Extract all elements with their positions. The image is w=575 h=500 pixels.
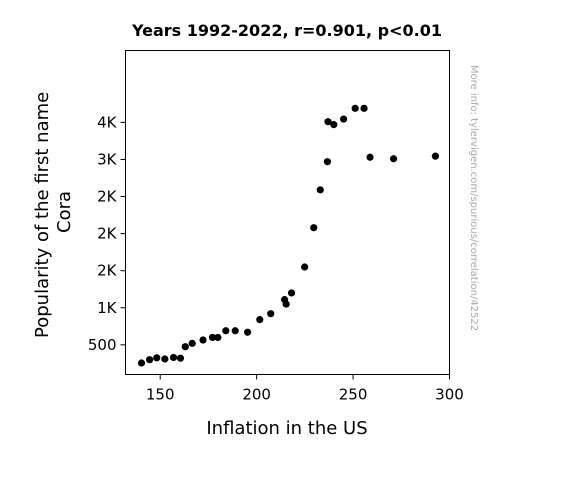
y-tick-label: 4K: [97, 113, 118, 131]
x-tick-label: 150: [146, 386, 175, 404]
data-point: [256, 316, 264, 324]
data-point: [323, 158, 332, 166]
y-axis-label-line-1: Popularity of the first name: [32, 92, 53, 338]
x-tick-label: 250: [339, 386, 368, 404]
y-tick-label: 2K: [97, 188, 118, 206]
data-point: [310, 224, 318, 232]
data-point: [176, 354, 185, 362]
data-point: [188, 339, 196, 347]
data-point: [181, 343, 189, 351]
data-point: [243, 328, 252, 336]
chart-title: Years 1992-2022, r=0.901, p<0.01: [131, 21, 442, 40]
x-axis-label: Inflation in the US: [206, 418, 367, 439]
data-point: [330, 121, 338, 129]
y-tick-label: 2K: [97, 262, 118, 280]
data-point: [366, 153, 374, 161]
data-point: [222, 327, 230, 335]
data-point: [431, 152, 440, 160]
data-point: [301, 263, 309, 271]
data-point: [389, 155, 398, 163]
y-tick-label: 500: [88, 336, 117, 354]
data-point: [169, 353, 178, 362]
data-point: [316, 186, 324, 194]
data-point: [282, 300, 290, 308]
data-point: [231, 327, 239, 335]
data-point: [146, 356, 154, 364]
data-point: [324, 118, 332, 126]
x-axis-ticks: 150 200 250 300: [146, 374, 464, 404]
data-point: [351, 104, 359, 112]
y-tick-label: 1K: [97, 299, 118, 317]
data-point: [267, 310, 275, 318]
x-tick-label: 200: [242, 386, 271, 404]
data-point: [153, 354, 161, 362]
y-tick-label: 2K: [97, 225, 118, 243]
source-note: More info: tylervigen.com/spurious/corre…: [468, 65, 479, 331]
y-tick-label: 3K: [97, 150, 118, 168]
data-point: [360, 104, 368, 112]
x-tick-label: 300: [435, 386, 464, 404]
data-points: [137, 104, 440, 367]
data-point: [340, 115, 348, 123]
y-axis-label: Popularity of the first name Cora: [32, 86, 75, 338]
plot-area: [125, 50, 450, 375]
data-point: [161, 355, 169, 363]
data-point: [287, 289, 296, 297]
plot-frame: [125, 50, 450, 375]
y-axis-ticks: 500 1K 2K 2K 2K 3K 4K: [88, 113, 126, 354]
data-point: [214, 333, 222, 342]
data-point: [199, 336, 207, 344]
data-point: [137, 359, 146, 367]
y-axis-label-line-2: Cora: [54, 191, 75, 233]
data-point: [208, 333, 217, 342]
